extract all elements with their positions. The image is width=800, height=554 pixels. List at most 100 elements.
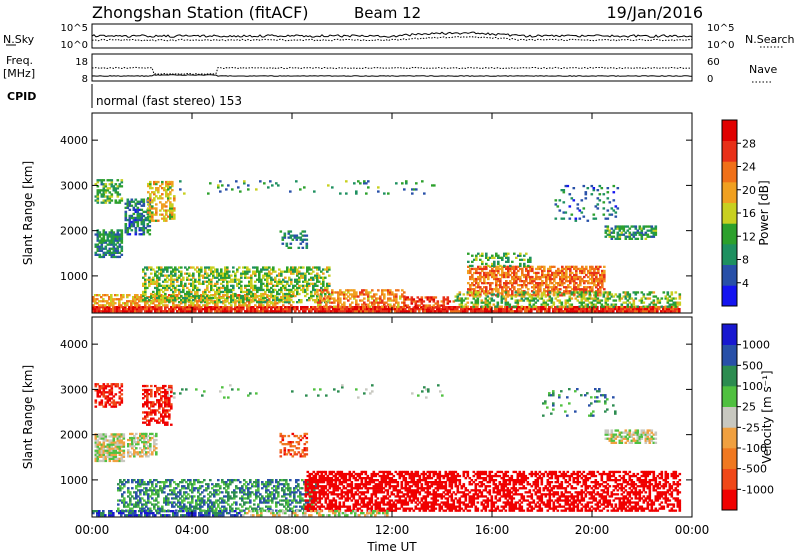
echo-cell	[624, 301, 628, 304]
echo-cell	[550, 305, 554, 308]
echo-cell	[126, 231, 130, 234]
echo-cell	[157, 481, 160, 484]
echo-cell	[110, 296, 113, 299]
echo-cell	[104, 201, 108, 204]
echo-cell	[256, 266, 259, 269]
echo-cell	[518, 291, 522, 294]
echo-cell	[138, 304, 141, 307]
echo-cell	[294, 308, 297, 311]
echo-cell	[370, 310, 373, 313]
echo-cell	[124, 210, 128, 213]
echo-cell	[527, 288, 530, 291]
echo-cell	[278, 292, 281, 296]
echo-cell	[201, 501, 204, 504]
echo-cell	[190, 514, 193, 517]
echo-cell	[589, 288, 592, 291]
echo-cell	[546, 308, 549, 311]
echo-cell	[381, 291, 384, 294]
echo-cell	[373, 295, 376, 298]
echo-cell	[474, 301, 478, 304]
echo-cell	[329, 295, 332, 298]
echo-cell	[118, 304, 121, 307]
echo-cell	[595, 286, 598, 289]
echo-cell	[256, 308, 259, 311]
echo-cell	[162, 290, 165, 294]
echo-cell	[568, 205, 572, 208]
echo-cell	[367, 299, 370, 302]
echo-cell	[108, 233, 112, 236]
echo-cell	[232, 288, 235, 292]
echo-cell	[96, 185, 100, 188]
echo-cell	[167, 485, 170, 488]
echo-cell	[570, 305, 574, 308]
echo-cell	[618, 308, 621, 311]
echo-cell	[262, 288, 265, 292]
echo-cell	[98, 294, 101, 297]
echo-cell	[480, 308, 483, 311]
echo-cell	[634, 310, 637, 313]
echo-cell	[211, 483, 214, 486]
echo-cell	[108, 239, 112, 242]
echo-cell	[511, 290, 514, 293]
echo-cell	[574, 306, 577, 309]
echo-cell	[475, 258, 478, 261]
echo-cell	[165, 479, 168, 482]
echo-cell	[278, 272, 281, 275]
echo-cell	[504, 303, 508, 306]
echo-cell	[142, 306, 145, 309]
echo-cell	[158, 282, 161, 285]
echo-cell	[527, 269, 530, 273]
echo-cell	[149, 205, 152, 208]
echo-cell	[138, 216, 142, 220]
echo-cell	[562, 211, 566, 214]
echo-cell	[295, 234, 299, 237]
echo-cell	[513, 275, 516, 279]
echo-cell	[149, 213, 152, 216]
echo-cell	[174, 286, 177, 290]
echo-cell	[122, 294, 125, 297]
echo-cell	[448, 300, 452, 303]
echo-cell	[630, 308, 633, 311]
echo-cell	[213, 501, 216, 504]
echo-cell	[204, 266, 207, 269]
echo-cell	[173, 505, 176, 508]
echo-cell	[176, 284, 179, 287]
echo-cell	[511, 282, 514, 285]
echo-cell	[188, 266, 191, 269]
echo-cell	[202, 292, 205, 296]
echo-cell	[206, 288, 209, 292]
echo-cell	[440, 304, 444, 307]
echo-cell	[601, 269, 604, 273]
echo-cell	[598, 310, 601, 313]
echo-cell	[628, 227, 632, 230]
echo-cell	[224, 290, 227, 294]
echo-cell	[232, 308, 235, 311]
echo-cell	[153, 487, 156, 490]
echo-cell	[591, 286, 594, 289]
echo-cell	[477, 267, 480, 271]
echo-cell	[142, 233, 146, 236]
echo-cell	[252, 272, 255, 275]
echo-cell	[580, 293, 584, 296]
echo-cell	[134, 510, 137, 513]
echo-cell	[548, 291, 552, 294]
echo-cell	[618, 295, 622, 298]
echo-cell	[304, 278, 307, 281]
echo-cell	[250, 308, 253, 311]
echo-cell	[568, 303, 572, 306]
echo-cell	[286, 282, 289, 285]
echo-cell	[456, 306, 459, 309]
echo-cell	[108, 187, 112, 190]
echo-cell	[146, 200, 150, 203]
echo-cell	[314, 292, 317, 296]
echo-cell	[120, 199, 124, 202]
echo-cell	[266, 304, 269, 307]
echo-cell	[104, 241, 108, 244]
echo-cell	[200, 270, 203, 273]
echo-cell	[180, 280, 183, 283]
echo-cell	[190, 284, 193, 287]
echo-cell	[131, 503, 134, 506]
echo-cell	[164, 299, 167, 302]
echo-cell	[94, 183, 98, 186]
echo-cell	[98, 189, 102, 192]
